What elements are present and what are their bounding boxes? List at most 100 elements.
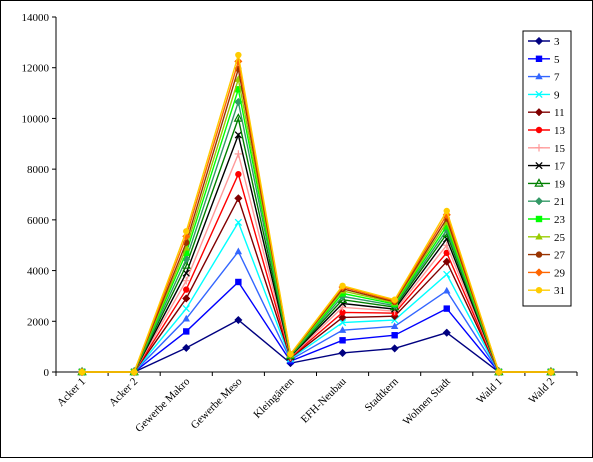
data-point — [443, 207, 450, 215]
data-point — [235, 278, 242, 286]
series-line — [82, 319, 551, 373]
series-line — [82, 132, 551, 373]
data-point — [391, 332, 398, 339]
legend-item: 23 — [528, 214, 566, 226]
data-point — [182, 304, 190, 313]
series-line — [82, 172, 551, 373]
legend-marker — [534, 108, 544, 117]
legend-marker — [535, 287, 543, 294]
legend-label: 7 — [554, 72, 560, 84]
legend-label: 11 — [554, 107, 565, 119]
data-point — [234, 150, 243, 158]
series-line — [82, 151, 551, 373]
data-point — [442, 328, 451, 337]
legend-label: 21 — [554, 196, 565, 208]
legend-marker — [534, 178, 544, 187]
legend-marker — [534, 36, 544, 46]
y-tick-label: 2000 — [27, 316, 50, 328]
x-tick-label: Acker 1 — [55, 376, 88, 409]
x-tick-label: Wald 1 — [474, 376, 505, 407]
x-tick-label: Gewerbe Meso — [189, 375, 245, 431]
x-tick-label: Gewerbe Makro — [133, 375, 193, 435]
series-line — [82, 220, 551, 373]
data-point — [234, 247, 243, 255]
legend-marker — [535, 90, 543, 99]
data-point — [234, 315, 243, 325]
data-point — [235, 171, 242, 178]
x-tick-label: Acker 2 — [107, 376, 140, 409]
legend-label: 5 — [554, 54, 560, 66]
data-point-stroke — [338, 299, 347, 308]
y-tick-label: 0 — [44, 367, 50, 379]
legend-item: 31 — [528, 285, 565, 297]
data-point — [287, 350, 294, 358]
legend-label: 27 — [554, 250, 566, 262]
series-lines — [77, 51, 556, 377]
legend-marker — [535, 232, 543, 240]
legend-label: 29 — [554, 267, 566, 279]
data-point-stroke — [338, 318, 347, 327]
data-point — [183, 228, 190, 235]
data-point — [183, 249, 190, 257]
data-point — [183, 328, 190, 335]
legend-item: 7 — [528, 72, 560, 84]
series-line — [82, 250, 551, 373]
series-line — [82, 280, 551, 373]
data-point — [338, 318, 347, 327]
legend-item: 19 — [528, 178, 566, 190]
data-point — [235, 51, 242, 59]
legend-marker — [534, 268, 544, 277]
data-point — [443, 222, 450, 230]
data-point-stroke — [234, 131, 243, 139]
data-point — [234, 218, 243, 227]
data-point — [338, 303, 347, 312]
y-tick-label: 8000 — [27, 164, 50, 176]
legend-item: 11 — [528, 107, 565, 119]
y-tick-label: 14000 — [22, 12, 50, 24]
legend-item: 5 — [528, 54, 560, 66]
x-tick-label: Wohnen Stadt — [401, 376, 453, 428]
legend-marker — [535, 144, 543, 152]
data-point-stroke — [182, 269, 190, 277]
data-point — [390, 322, 399, 330]
data-point — [233, 113, 244, 122]
x-tick-label: Stadtkern — [362, 375, 401, 414]
data-point — [547, 368, 555, 376]
legend-item: 25 — [528, 232, 566, 244]
legend-item: 27 — [528, 250, 566, 262]
data-point — [338, 313, 347, 322]
legend-marker — [535, 215, 543, 223]
x-tick-label: Kleingärten — [251, 375, 297, 421]
data-point — [443, 270, 451, 279]
legend-marker-stroke — [535, 161, 543, 170]
data-point — [339, 309, 346, 316]
data-point — [443, 286, 451, 294]
x-tick-label: EFH-Neubau — [299, 375, 349, 425]
data-point — [443, 249, 450, 257]
data-point — [183, 286, 190, 293]
legend-item: 3 — [528, 36, 560, 48]
legend-label: 3 — [554, 36, 560, 48]
legend-label: 15 — [554, 143, 566, 155]
legend-item: 21 — [528, 196, 565, 208]
y-tick-label: 12000 — [22, 63, 50, 75]
legend-label: 17 — [554, 161, 566, 173]
data-point — [235, 86, 242, 93]
y-tick-label: 4000 — [27, 266, 50, 278]
legend-label: 9 — [554, 89, 560, 101]
data-point — [391, 296, 398, 303]
legend-label: 31 — [554, 285, 565, 297]
series-line — [82, 54, 551, 373]
legend-label: 13 — [554, 125, 566, 137]
data-point — [234, 131, 243, 139]
data-point — [338, 326, 347, 333]
legend-item: 9 — [528, 89, 560, 101]
data-point — [234, 194, 243, 203]
legend-marker — [535, 161, 543, 170]
data-point — [339, 337, 346, 344]
data-point — [390, 344, 399, 353]
data-point — [181, 260, 191, 269]
data-point — [495, 368, 503, 376]
